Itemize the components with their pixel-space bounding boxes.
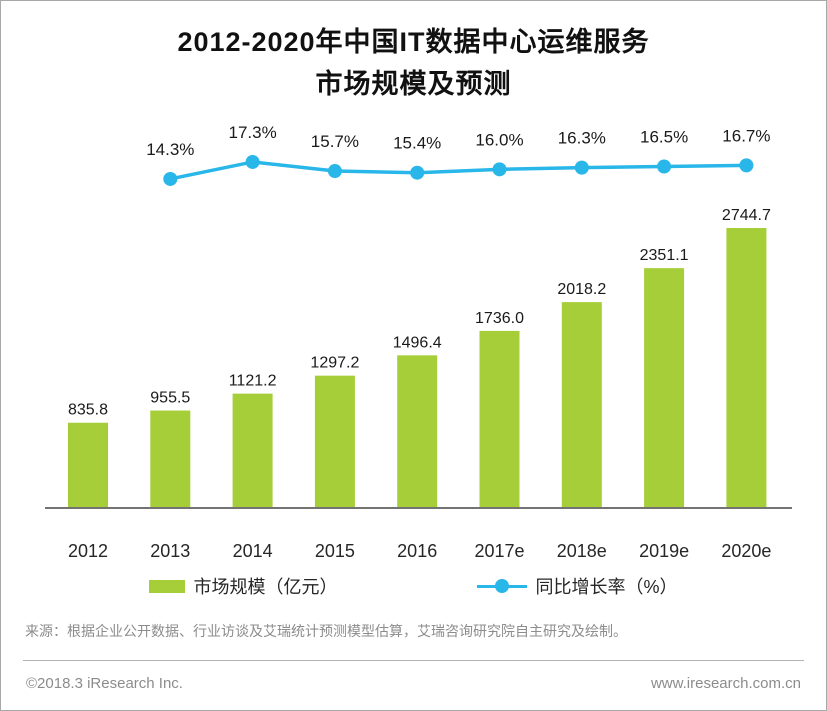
growth-rate-dot [739,158,754,173]
chart-title-line1: 2012-2020年中国IT数据中心运维服务 [177,27,650,57]
bar-value-label: 955.5 [150,390,190,407]
growth-rate-label: 15.4% [393,134,441,153]
chart-title: 2012-2020年中国IT数据中心运维服务 市场规模及预测 [1,21,826,105]
bar-2014 [232,393,273,508]
x-axis-label: 2019e [639,541,689,561]
copyright-text: ©2018.3 iResearch Inc. [26,675,183,692]
growth-rate-dot [492,162,507,177]
growth-rate-label: 14.3% [146,140,194,159]
growth-rate-label: 16.0% [475,130,523,149]
bar-series-label: 市场规模（亿元） [193,577,338,597]
growth-rate-dot [245,154,260,169]
footer-divider [23,660,804,661]
x-axis-label: 2016 [397,541,437,561]
chart-legend: 市场规模（亿元） 同比增长率（%） [1,573,826,599]
bar-2018e [561,302,602,508]
source-note: 来源：根据企业公开数据、行业访谈及艾瑞统计预测模型估算，艾瑞咨询研究院自主研究及… [25,623,627,639]
bar-2015 [314,375,355,508]
bar-2016 [397,355,438,508]
bar-value-label: 835.8 [68,402,108,419]
x-axis-label: 2018e [557,541,607,561]
bar-2012 [68,422,108,508]
bar-2017e [479,330,520,508]
bar-2013 [150,410,191,508]
bar-series-swatch [149,579,186,593]
website-link[interactable]: www.iresearch.com.cn [650,675,801,692]
chart-title-line2: 市场规模及预测 [315,69,512,99]
footer: ©2018.3 iResearch Inc. www.iresearch.com… [26,675,801,692]
line-series-swatch-icon [477,579,528,593]
growth-rate-line [169,160,747,181]
growth-rate-label: 17.3% [228,123,276,142]
bar-value-label: 1736.0 [475,310,524,327]
x-axis-label: 2015 [315,541,355,561]
growth-rate-label: 16.3% [558,129,606,148]
bar-2020e [726,228,767,508]
legend-item-growth-rate: 同比增长率（%） [477,573,678,599]
growth-rate-dot [657,159,672,174]
bar-value-label: 2744.7 [722,207,771,224]
legend-item-market-size: 市场规模（亿元） [149,573,337,599]
growth-rate-dot [163,171,178,186]
growth-rate-label: 15.7% [311,132,359,151]
line-series-label: 同比增长率（%） [535,577,678,597]
bar-value-label: 1121.2 [229,373,277,390]
bar-value-label: 2018.2 [557,281,606,298]
x-axis-label: 2017e [474,541,524,561]
growth-rate-dot [327,164,342,179]
line-swatch-dot [495,579,510,593]
bar-value-label: 1297.2 [310,355,359,372]
bar-value-label: 1496.4 [393,334,442,351]
bar-2019e [644,268,685,508]
x-axis-label: 2013 [150,541,190,561]
growth-rate-dot [410,165,425,180]
bar-value-label: 2351.1 [640,247,689,264]
growth-rate-label: 16.5% [640,128,688,147]
x-axis-label: 2012 [68,541,108,561]
x-axis-label: 2020e [721,541,771,561]
growth-rate-label: 16.7% [722,126,770,145]
x-axis-label: 2014 [233,541,273,561]
growth-rate-dot [574,160,589,175]
